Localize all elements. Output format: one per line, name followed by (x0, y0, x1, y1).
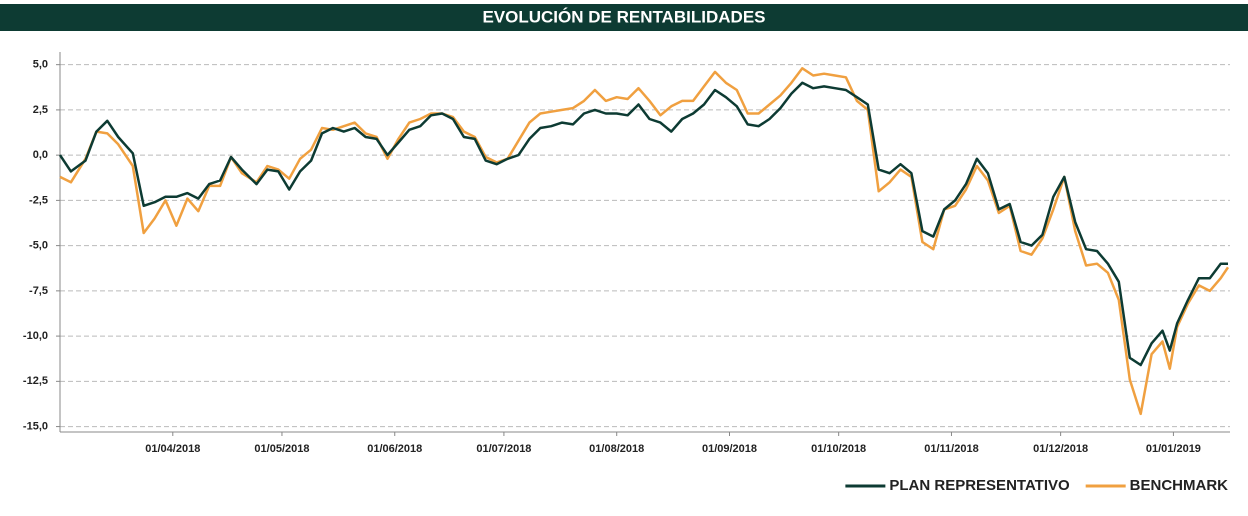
series-line (59, 67, 1230, 416)
legend-label: PLAN REPRESENTATIVO (889, 477, 1070, 494)
legend-label: BENCHMARK (1130, 477, 1228, 494)
y-tick-label: -2,5 (29, 194, 48, 206)
x-tick-label: 01/05/2018 (254, 443, 309, 455)
x-tick-label: 01/08/2018 (589, 443, 644, 455)
y-tick-label: -7,5 (29, 285, 48, 297)
y-tick-label: -10,0 (23, 330, 48, 342)
chart-title: EVOLUCIÓN DE RENTABILIDADES (482, 7, 765, 26)
x-tick-label: 01/12/2018 (1033, 443, 1088, 455)
x-tick-label: 01/10/2018 (811, 443, 866, 455)
y-tick-label: 0,0 (33, 149, 48, 161)
title-banner (0, 4, 1248, 31)
y-tick-label: -5,0 (29, 240, 48, 252)
y-tick-label: 2,5 (33, 104, 48, 116)
x-tick-label: 01/06/2018 (367, 443, 422, 455)
x-tick-label: 01/11/2018 (924, 443, 978, 455)
y-tick-label: -12,5 (23, 375, 48, 387)
x-tick-label: 01/04/2018 (145, 443, 200, 455)
x-tick-label: 01/07/2018 (476, 443, 531, 455)
series-line (58, 81, 1228, 367)
y-tick-label: -15,0 (23, 420, 48, 432)
y-tick-label: 5,0 (33, 59, 48, 71)
x-tick-label: 01/01/2019 (1146, 443, 1201, 455)
x-tick-label: 01/09/2018 (702, 443, 757, 455)
